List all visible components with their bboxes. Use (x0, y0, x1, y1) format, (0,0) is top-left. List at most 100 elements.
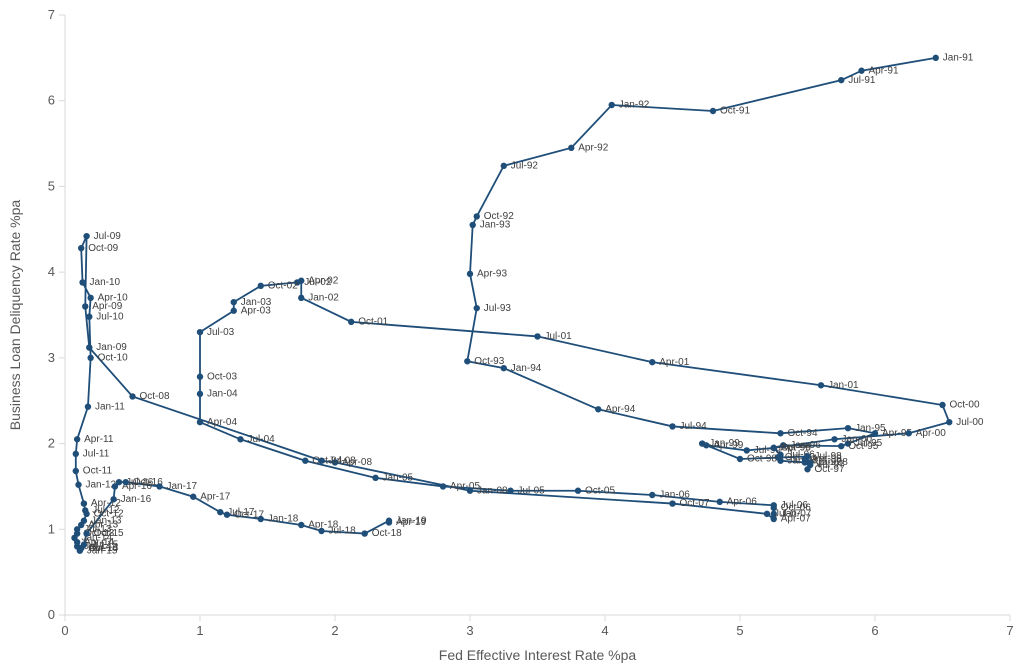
chart-container: 0123456701234567Fed Effective Interest R… (0, 0, 1024, 669)
data-point (197, 391, 203, 397)
data-point-label: Jan-10 (90, 277, 121, 288)
data-point-label: Jan-93 (480, 220, 511, 231)
data-point-label: Jul-99 (754, 445, 782, 456)
y-tick-label: 3 (48, 350, 55, 365)
data-point-label: Apr-99 (713, 440, 743, 451)
data-point (110, 496, 116, 502)
data-point-label: Oct-07 (680, 498, 710, 509)
y-tick-label: 7 (48, 7, 55, 22)
data-point (467, 271, 473, 277)
data-point (348, 319, 354, 325)
data-point-label: Jul-18 (329, 526, 357, 537)
data-point (939, 402, 945, 408)
data-point-label: Apr-06 (727, 496, 757, 507)
data-point (73, 451, 79, 457)
data-point (804, 453, 810, 459)
data-point (81, 500, 87, 506)
data-point-label: Apr-17 (200, 491, 230, 502)
data-point-label: Jan-92 (619, 100, 650, 111)
data-point (777, 458, 783, 464)
data-point (669, 500, 675, 506)
data-point (258, 516, 264, 522)
data-point (197, 374, 203, 380)
data-point (86, 344, 92, 350)
x-tick-label: 0 (61, 623, 68, 638)
data-point (838, 77, 844, 83)
x-tick-label: 4 (601, 623, 608, 638)
data-point (83, 233, 89, 239)
data-point-label: Jul-09 (94, 231, 122, 242)
data-point (906, 430, 912, 436)
data-point (190, 494, 196, 500)
data-point (507, 488, 513, 494)
data-point-label: Jan-17 (167, 481, 198, 492)
data-point (86, 314, 92, 320)
data-point (74, 436, 80, 442)
data-point (804, 466, 810, 472)
data-point-label: Jul-02 (304, 277, 332, 288)
data-point (501, 163, 507, 169)
data-point-label: Apr-11 (84, 434, 114, 445)
data-point (129, 393, 135, 399)
data-point-label: Oct-94 (788, 428, 818, 439)
data-point (744, 447, 750, 453)
data-point (669, 423, 675, 429)
data-point (946, 419, 952, 425)
y-tick-label: 1 (48, 521, 55, 536)
data-point (933, 55, 939, 61)
connected-scatter-chart: 0123456701234567Fed Effective Interest R… (0, 0, 1024, 669)
data-point (464, 358, 470, 364)
x-tick-label: 6 (871, 623, 878, 638)
data-point (717, 499, 723, 505)
x-tick-label: 5 (736, 623, 743, 638)
data-point-label: Oct-18 (372, 528, 402, 539)
data-point (534, 333, 540, 339)
data-point (764, 511, 770, 517)
data-point (87, 295, 93, 301)
data-point (156, 483, 162, 489)
data-point (237, 436, 243, 442)
data-point (831, 436, 837, 442)
data-point-label: Oct-09 (88, 243, 118, 254)
data-point-label: Oct-93 (474, 356, 504, 367)
data-point-label: Apr-01 (659, 357, 689, 368)
data-point (318, 458, 324, 464)
data-point (777, 430, 783, 436)
data-point (474, 305, 480, 311)
data-point-label: Jul-08 (329, 455, 357, 466)
data-point (737, 456, 743, 462)
data-point-label: Apr-94 (605, 404, 635, 415)
x-tick-label: 7 (1006, 623, 1013, 638)
data-point-label: Oct-05 (585, 485, 615, 496)
data-point (858, 68, 864, 74)
data-point-label: Jul-00 (956, 417, 984, 428)
data-point (470, 222, 476, 228)
data-point (81, 542, 87, 548)
data-point (79, 279, 85, 285)
data-point-label: Oct-11 (83, 466, 113, 477)
data-point (872, 430, 878, 436)
data-point (231, 299, 237, 305)
data-point (197, 329, 203, 335)
data-point-label: Oct-01 (358, 316, 388, 327)
data-point (197, 419, 203, 425)
data-point-label: Jan-02 (308, 292, 339, 303)
data-point (83, 530, 89, 536)
data-point (78, 245, 84, 251)
data-point-label: Jul-98 (815, 451, 843, 462)
data-point-label: Jul-93 (484, 303, 512, 314)
data-point (649, 492, 655, 498)
data-point-label: Jul-03 (207, 327, 235, 338)
data-point-label: Jan-04 (207, 388, 238, 399)
data-point (83, 511, 89, 517)
x-axis-title: Fed Effective Interest Rate %pa (439, 647, 637, 663)
data-point-label: Oct-03 (207, 371, 237, 382)
data-point (123, 479, 129, 485)
data-point (710, 108, 716, 114)
x-tick-label: 3 (466, 623, 473, 638)
data-point-label: Jul-07 (774, 508, 802, 519)
data-point (298, 522, 304, 528)
data-point (298, 295, 304, 301)
data-point (595, 406, 601, 412)
data-point-label: Apr-19 (396, 517, 426, 528)
